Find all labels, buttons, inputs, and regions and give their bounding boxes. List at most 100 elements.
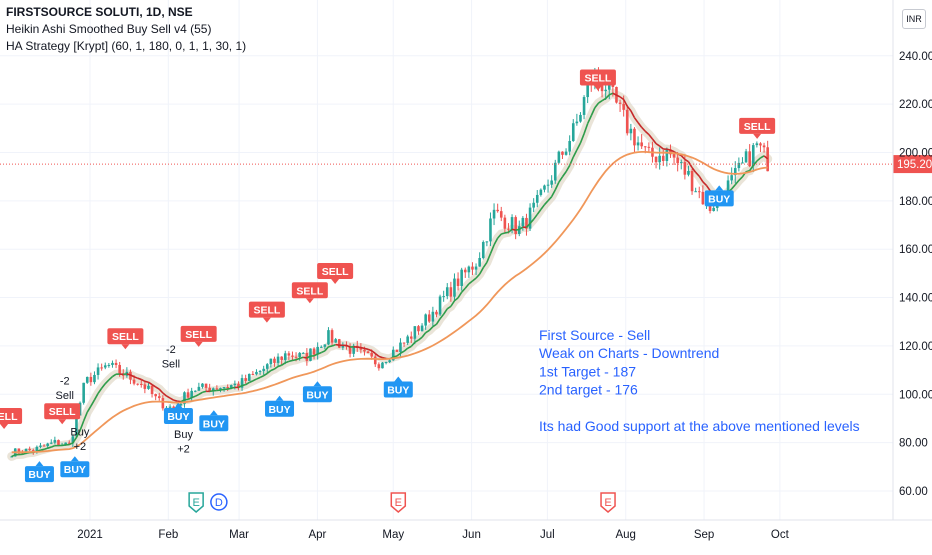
candle-body	[432, 312, 435, 322]
candle-body	[291, 356, 294, 357]
candle-body	[280, 357, 283, 360]
last-price-label: 195.20	[897, 159, 932, 171]
buy-signal-label: BUY	[708, 193, 730, 205]
candle-body	[302, 353, 305, 354]
candle-body	[680, 162, 683, 163]
candle-body	[702, 192, 705, 204]
trend-line-segment	[393, 356, 397, 357]
candle-body	[756, 143, 759, 145]
candle-body	[630, 129, 633, 133]
candle-body	[536, 195, 539, 203]
candle-body	[39, 446, 42, 447]
candle-body	[658, 156, 661, 162]
strategy-annotation: -2	[60, 376, 70, 388]
candle-body	[486, 241, 489, 242]
trend-line-segment	[336, 345, 340, 346]
candle-body	[115, 363, 118, 365]
candle-body	[381, 363, 384, 369]
candle-body	[205, 384, 208, 388]
candle-body	[450, 287, 453, 296]
trend-line-segment	[303, 357, 307, 358]
x-tick-label: Sep	[694, 529, 714, 541]
candle-body	[162, 398, 165, 408]
y-tick-label: 160.00	[899, 244, 932, 256]
event-label: E	[192, 497, 199, 509]
candle-body	[489, 218, 492, 241]
candle-body	[482, 242, 485, 258]
indicator-label-1[interactable]: Heikin Ashi Smoothed Buy Sell v4 (55)	[6, 21, 246, 38]
trend-line-segment	[123, 374, 127, 375]
note-line: First Source - Sell	[539, 327, 650, 343]
note-line: Weak on Charts - Downtrend	[539, 345, 719, 361]
candle-body	[226, 387, 229, 388]
buy-signal-label: BUY	[306, 389, 328, 401]
candle-body	[540, 190, 543, 195]
candle-body	[118, 365, 121, 373]
trend-line-segment	[48, 447, 52, 448]
sell-signal-label: SELL	[296, 285, 323, 297]
sell-signal-label: SELL	[0, 411, 18, 423]
trend-line-segment	[516, 229, 520, 230]
candle-body	[151, 386, 154, 394]
candle-body	[514, 217, 517, 234]
candle-body	[619, 103, 622, 104]
candle-body	[468, 267, 471, 273]
candle-body	[687, 171, 690, 175]
candle-body	[507, 229, 510, 230]
note-line: 1st Target - 187	[539, 363, 636, 379]
trend-line-segment	[127, 374, 131, 375]
candle-body	[648, 147, 651, 148]
candle-body	[752, 145, 755, 166]
trend-line-segment	[62, 445, 66, 446]
trend-line-segment	[228, 388, 232, 389]
trend-line-segment	[292, 360, 296, 361]
candle-body	[324, 344, 327, 346]
y-tick-label: 120.00	[899, 341, 932, 353]
x-tick-label: Apr	[308, 529, 326, 541]
strategy-annotation: Buy	[70, 426, 89, 438]
candle-body	[259, 371, 262, 372]
candle-body	[169, 407, 172, 408]
candle-body	[554, 163, 557, 181]
buy-signal-label: BUY	[28, 469, 50, 481]
candle-body	[370, 353, 373, 357]
candle-body	[511, 217, 514, 230]
candle-body	[576, 122, 579, 124]
candle-body	[327, 330, 330, 344]
candle-body	[478, 258, 481, 267]
trend-line-segment	[220, 389, 224, 390]
candle-body	[691, 171, 694, 191]
event-label: D	[215, 497, 223, 509]
candle-body	[424, 314, 427, 325]
candle-body	[561, 152, 564, 155]
candle-body	[604, 90, 607, 91]
candle-body	[457, 279, 460, 286]
currency-badge[interactable]: INR	[902, 9, 926, 29]
candle-body	[496, 210, 499, 211]
candle-body	[453, 279, 456, 297]
candle-body	[93, 375, 96, 382]
candle-body	[745, 151, 748, 162]
note-line: 2nd target - 176	[539, 382, 638, 398]
candle-body	[417, 326, 420, 331]
strategy-annotation: +2	[74, 441, 87, 453]
candle-body	[198, 387, 201, 391]
strategy-annotation: +2	[177, 443, 190, 455]
candle-body	[399, 343, 402, 352]
candle-body	[277, 357, 280, 363]
x-tick-label: Feb	[158, 529, 178, 541]
candle-body	[43, 446, 46, 447]
candle-body	[255, 372, 258, 374]
candle-body	[583, 97, 586, 115]
candle-body	[216, 388, 219, 389]
y-tick-label: 200.00	[899, 147, 932, 159]
trend-line-segment	[40, 449, 44, 450]
candle-body	[140, 384, 143, 385]
candle-body	[572, 123, 575, 141]
trend-line-segment	[361, 348, 365, 349]
x-tick-label: Mar	[229, 529, 249, 541]
candle-body	[234, 384, 237, 385]
indicator-label-2[interactable]: HA Strategy [Krypt] (60, 1, 180, 0, 1, 1…	[6, 38, 246, 55]
